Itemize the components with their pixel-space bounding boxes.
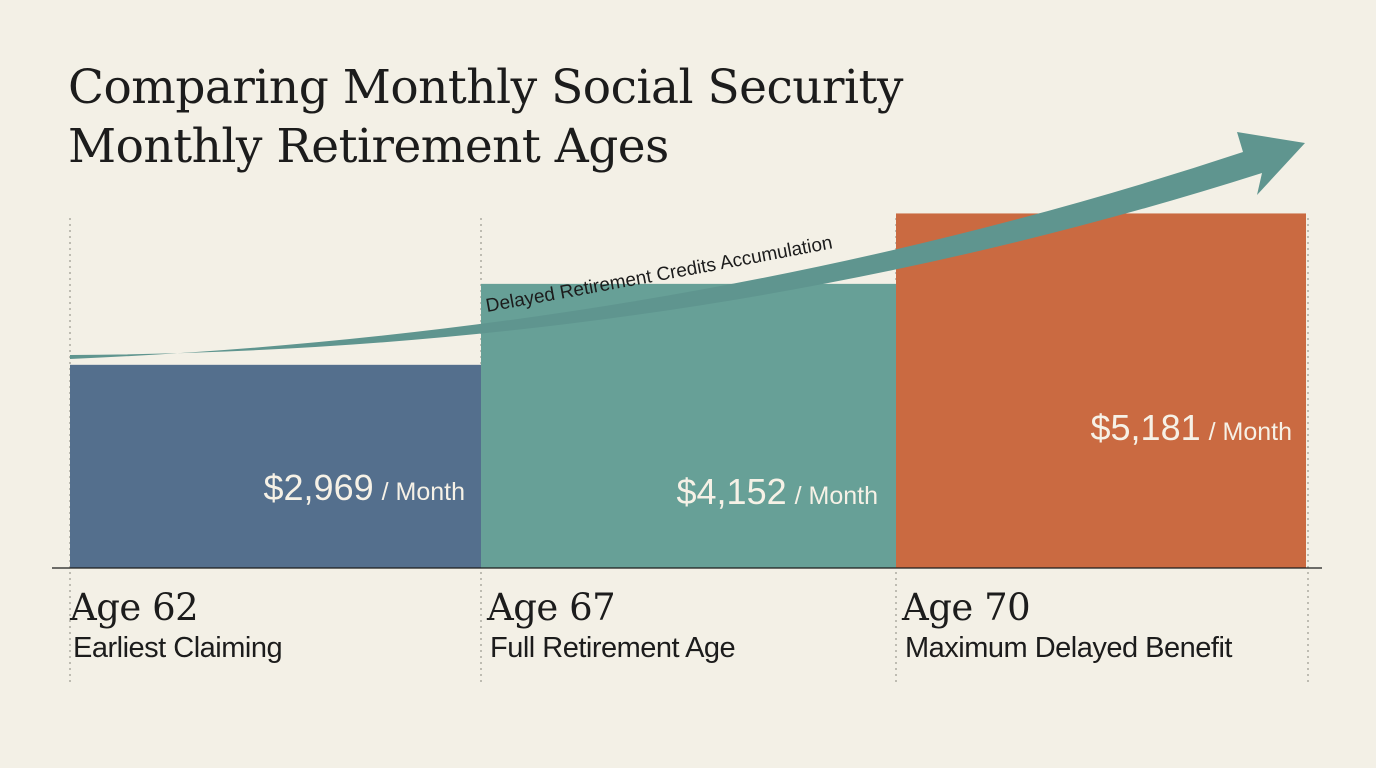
chart-title: Comparing Monthly Social Security Monthl…: [68, 58, 904, 176]
bar-value-unit-age-67: / Month: [795, 482, 878, 510]
bar-value-label-age-67: $4,152 / Month: [677, 471, 878, 512]
bar-value-amount-age-70: $5,181: [1091, 407, 1201, 448]
bar-value-label-age-62: $2,969 / Month: [264, 467, 465, 508]
category-age-62-subtitle: Earliest Claiming: [73, 632, 283, 664]
bars: $2,969 / Month $4,152 / Month $5,181 / Month: [70, 213, 1306, 568]
category-age-67: Age 67 Full Retirement Age: [487, 586, 736, 666]
category-age-70-label: Age 70: [902, 586, 1031, 629]
title-line-1: Comparing Monthly Social Security: [68, 60, 904, 115]
bar-age-67: [481, 283, 896, 568]
bar-age-70: [896, 213, 1306, 568]
bar-value-unit-age-62: / Month: [382, 478, 465, 506]
category-age-62-label: Age 62: [70, 586, 199, 629]
title-line-2: Monthly Retirement Ages: [68, 119, 669, 174]
bar-value-label-age-70: $5,181 / Month: [1091, 407, 1292, 448]
category-age-67-label: Age 67: [487, 586, 616, 629]
category-age-70: Age 70 Maximum Delayed Benefit: [902, 586, 1232, 666]
category-age-70-subtitle: Maximum Delayed Benefit: [905, 632, 1232, 664]
bar-value-unit-age-70: / Month: [1209, 418, 1292, 446]
category-age-62: Age 62 Earliest Claiming: [70, 586, 283, 666]
bar-value-amount-age-67: $4,152: [677, 471, 787, 512]
bar-value-amount-age-62: $2,969: [264, 467, 374, 508]
category-age-67-subtitle: Full Retirement Age: [490, 632, 736, 664]
bar-age-62: [70, 364, 481, 568]
